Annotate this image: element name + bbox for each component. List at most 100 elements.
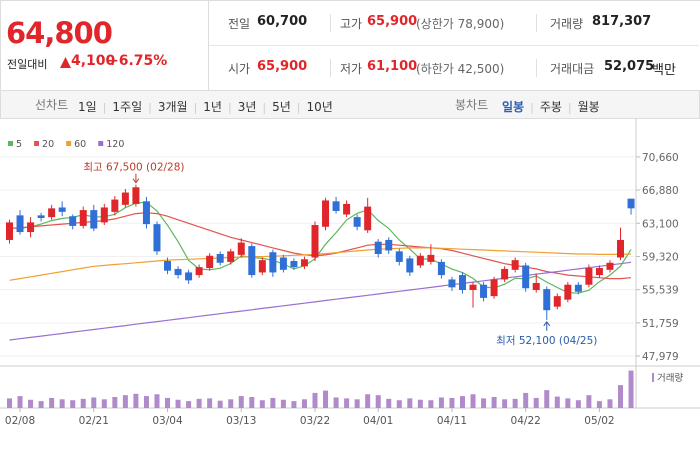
low-annotation: 최저 52,100 (04/25)	[496, 335, 597, 347]
volume-bar	[259, 400, 265, 408]
volume-bar	[38, 401, 44, 408]
candle-body	[416, 255, 424, 266]
volume-bar	[249, 397, 255, 408]
candle-body	[164, 261, 172, 271]
candle-body	[37, 215, 45, 218]
nav-item[interactable]: 일봉	[502, 100, 525, 114]
x-tick-label: 03/04	[152, 415, 183, 427]
volume-bar	[544, 390, 550, 408]
volume-bar	[396, 400, 402, 408]
separator: |	[530, 101, 534, 114]
volume-bar	[301, 399, 307, 408]
nav-item[interactable]: 월봉	[577, 100, 600, 114]
volume-bar	[596, 401, 602, 408]
volume-bar	[354, 399, 360, 408]
volume-bar	[375, 395, 381, 408]
volume-bar	[386, 398, 392, 408]
candle-body	[269, 252, 277, 273]
legend-swatch	[8, 141, 13, 146]
candle-body	[480, 284, 488, 298]
period-list: 1일 | 1주일 | 3개월 | 1년 | 3년 | 5년 | 10년	[78, 96, 333, 115]
volume-bar	[154, 394, 160, 408]
nav-item[interactable]: 1주일	[112, 100, 143, 114]
candle-body	[490, 279, 498, 297]
candle-body	[627, 198, 635, 209]
x-tick-label: 04/11	[437, 415, 467, 427]
legend-label: 5	[16, 139, 22, 150]
candle-body	[553, 296, 561, 307]
volume-bar	[238, 396, 244, 408]
y-tick-label: 70,660	[642, 152, 679, 164]
x-tick-label: 02/08	[5, 415, 35, 427]
high-arrowhead	[132, 178, 140, 184]
stat-value: 60,700	[257, 14, 308, 29]
candle-body	[522, 265, 530, 289]
nav-item[interactable]: 5년	[272, 100, 291, 114]
volume-bar	[186, 401, 192, 408]
change-pct: +6.75%	[107, 53, 168, 69]
legend-label: 120	[106, 139, 124, 150]
nav-item[interactable]: 주봉	[539, 100, 562, 114]
nav-item[interactable]: 10년	[306, 100, 333, 114]
candle-period-list: 일봉 | 주봉 | 월봉	[502, 96, 600, 115]
y-tick-label: 47,979	[642, 351, 679, 363]
nav-item[interactable]: 3개월	[157, 100, 188, 114]
x-tick-label: 04/22	[511, 415, 541, 427]
nav-item[interactable]: 1년	[203, 100, 222, 114]
volume-bar	[165, 397, 171, 408]
y-tick-label: 63,100	[642, 218, 679, 230]
x-tick-label: 02/21	[79, 415, 109, 427]
volume-bar	[291, 401, 297, 408]
volume-bar	[586, 395, 592, 408]
candle-body	[501, 268, 509, 280]
candle-body	[216, 254, 224, 263]
candle-body	[374, 241, 382, 254]
col-divider	[330, 14, 331, 32]
stat-unit: 백만	[652, 63, 676, 78]
stat-label: 시가	[228, 62, 251, 76]
nav-item[interactable]: 1일	[78, 100, 97, 114]
candle-body	[595, 268, 603, 276]
candle-body	[458, 275, 466, 290]
nav-item[interactable]: 3년	[237, 100, 257, 114]
ma-line	[9, 261, 632, 341]
candle-body	[227, 251, 235, 262]
separator: |	[567, 101, 572, 114]
candle-body	[332, 201, 340, 211]
candle-body	[100, 207, 108, 223]
col-divider	[330, 59, 331, 77]
candle-body	[16, 215, 24, 233]
candle-body	[237, 242, 245, 255]
volume-bar	[459, 396, 465, 408]
stat-value: 817,307	[592, 14, 652, 29]
candle-body	[617, 239, 624, 258]
volume-bar	[449, 397, 455, 408]
candle-body	[258, 260, 266, 273]
stat-value: 52,075	[604, 59, 655, 74]
volume-bar	[323, 390, 329, 408]
candle-body	[248, 246, 256, 276]
nav-title: 봉차트	[455, 98, 489, 112]
candle-body	[27, 222, 35, 233]
volume-bar	[122, 395, 128, 408]
separator: |	[148, 101, 152, 114]
volume-bar	[607, 399, 613, 408]
stat-label: 거래량	[550, 17, 584, 31]
candle-body	[395, 251, 403, 262]
stat-value: 61,100	[367, 59, 418, 74]
stat-note: (하한가 42,500)	[416, 62, 505, 76]
candle-body	[574, 284, 582, 292]
separator: |	[102, 101, 107, 114]
volume-bar	[491, 397, 497, 408]
volume-bar	[470, 394, 476, 408]
volume-bar	[112, 397, 118, 408]
volume-bar	[502, 399, 508, 408]
volume-bar	[344, 398, 350, 408]
row-divider	[209, 45, 699, 46]
volume-bar	[512, 398, 518, 408]
candle-body	[469, 284, 477, 290]
candle-body	[437, 261, 445, 276]
candle-body	[279, 257, 287, 270]
candle-body	[290, 261, 298, 268]
volume-bar	[333, 397, 339, 408]
